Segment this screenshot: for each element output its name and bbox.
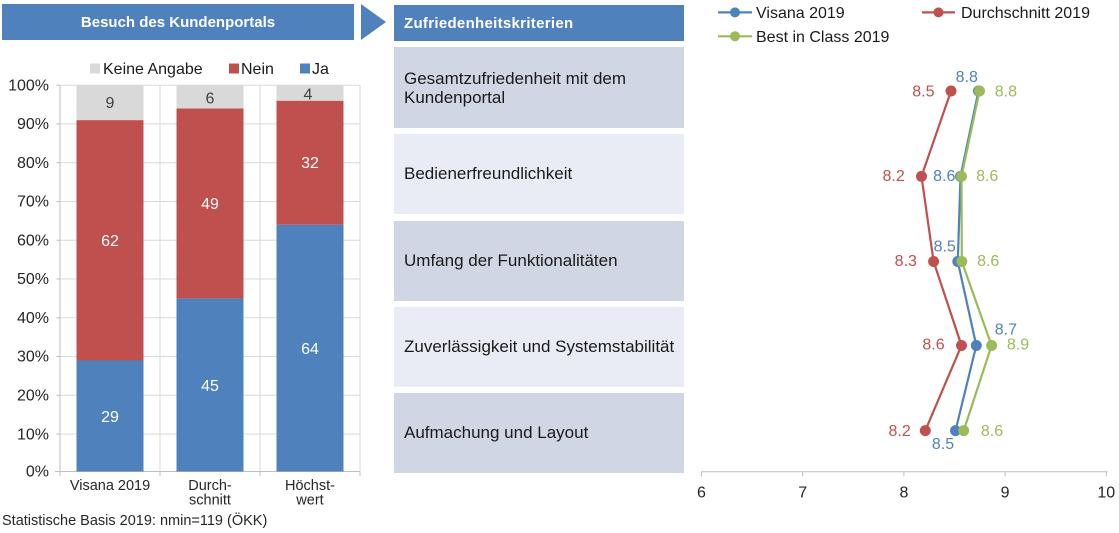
svg-text:32: 32	[301, 155, 319, 172]
svg-text:30%: 30%	[17, 349, 49, 366]
svg-text:8.5: 8.5	[932, 436, 954, 453]
svg-text:8.3: 8.3	[895, 253, 917, 270]
svg-text:20%: 20%	[17, 388, 49, 405]
svg-text:schnitt: schnitt	[189, 493, 231, 509]
svg-text:49: 49	[201, 196, 219, 213]
svg-text:90%: 90%	[17, 116, 49, 133]
svg-text:10: 10	[1097, 485, 1115, 502]
svg-text:0%: 0%	[26, 464, 49, 481]
svg-text:Statistische Basis 2019: nmin=: Statistische Basis 2019: nmin=119 (ÖKK)	[2, 511, 267, 529]
svg-text:100%: 100%	[8, 77, 49, 94]
svg-text:6: 6	[697, 485, 706, 502]
svg-text:wert: wert	[295, 493, 323, 509]
svg-text:8.6: 8.6	[922, 337, 944, 354]
svg-text:Visana 2019: Visana 2019	[756, 5, 845, 22]
svg-text:29: 29	[101, 409, 119, 426]
svg-text:Nein: Nein	[241, 61, 274, 78]
svg-text:8.6: 8.6	[977, 253, 999, 270]
svg-text:60%: 60%	[17, 232, 49, 249]
svg-text:50%: 50%	[17, 271, 49, 288]
svg-text:80%: 80%	[17, 155, 49, 172]
svg-text:6: 6	[206, 91, 215, 108]
svg-text:8.8: 8.8	[995, 84, 1017, 101]
svg-text:9: 9	[1001, 485, 1010, 502]
svg-text:Visana 2019: Visana 2019	[70, 478, 150, 494]
svg-text:Durchschnitt 2019: Durchschnitt 2019	[961, 5, 1090, 22]
svg-text:45: 45	[201, 378, 219, 395]
svg-text:Keine Angabe: Keine Angabe	[103, 61, 203, 78]
svg-text:8.6: 8.6	[976, 168, 998, 185]
svg-text:62: 62	[101, 233, 119, 250]
svg-text:8.8: 8.8	[956, 69, 978, 86]
svg-text:8: 8	[899, 485, 908, 502]
svg-text:Best in Class 2019: Best in Class 2019	[756, 29, 890, 46]
svg-text:40%: 40%	[17, 310, 49, 327]
svg-text:8.6: 8.6	[933, 168, 955, 185]
svg-text:9: 9	[106, 95, 115, 112]
svg-text:Höchst-: Höchst-	[285, 478, 335, 494]
svg-text:8.5: 8.5	[934, 238, 956, 255]
svg-text:64: 64	[301, 341, 319, 358]
svg-text:8.2: 8.2	[888, 423, 910, 440]
svg-text:70%: 70%	[17, 194, 49, 211]
svg-text:8.2: 8.2	[882, 168, 904, 185]
svg-text:7: 7	[798, 485, 807, 502]
svg-text:10%: 10%	[17, 426, 49, 443]
svg-text:8.5: 8.5	[912, 84, 934, 101]
svg-text:8.7: 8.7	[995, 322, 1017, 339]
svg-text:8.9: 8.9	[1007, 337, 1029, 354]
svg-text:8.6: 8.6	[981, 423, 1003, 440]
svg-text:4: 4	[304, 86, 313, 103]
svg-text:Durch-: Durch-	[188, 478, 232, 494]
svg-text:Ja: Ja	[312, 61, 329, 78]
